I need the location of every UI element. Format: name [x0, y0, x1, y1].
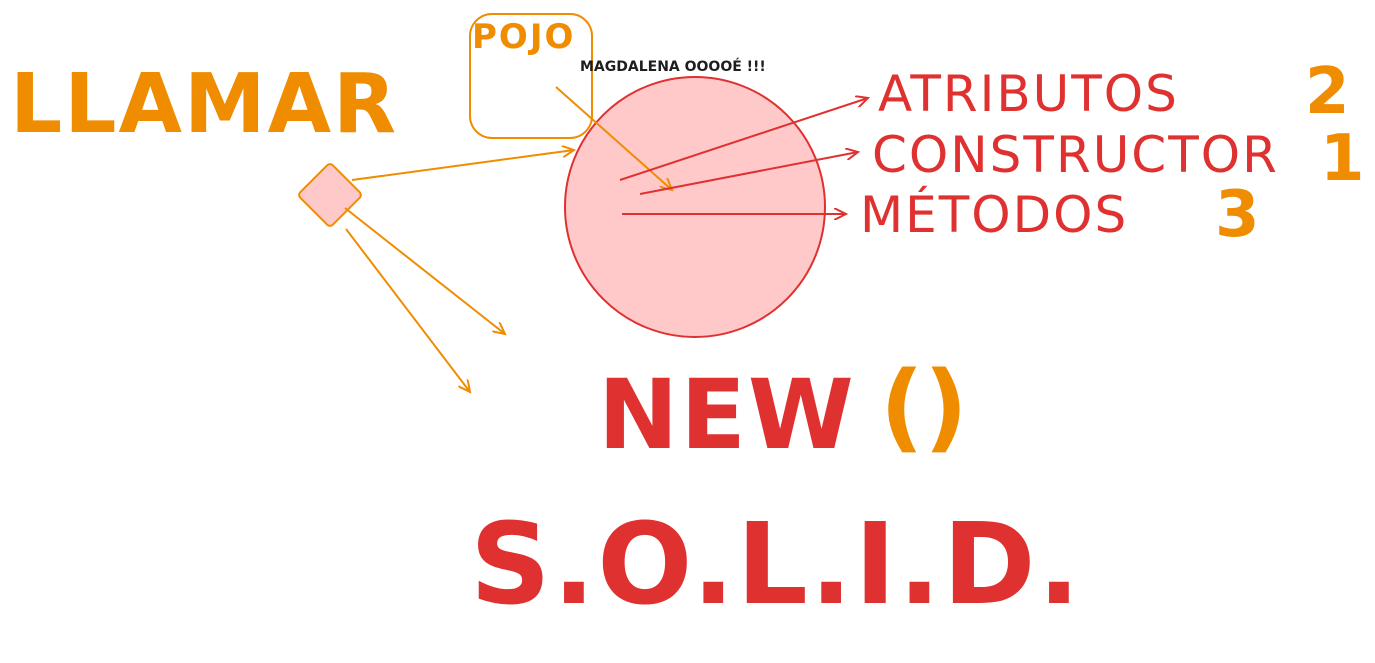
call-diamond[interactable] [297, 162, 362, 227]
solid-label: S.O.L.I.D. [470, 500, 1082, 630]
object-circle[interactable] [564, 76, 826, 338]
new-parens: () [880, 351, 968, 463]
pojo-box[interactable] [469, 13, 593, 139]
arrow-diamond-down [345, 228, 470, 392]
metodos-label: MÉTODOS [860, 185, 1128, 244]
constructor-label: CONSTRUCTOR [872, 126, 1279, 184]
arrow-to-atributos [619, 98, 868, 181]
atributos-label: ATRIBUTOS [878, 65, 1179, 123]
arrow-to-constructor [639, 152, 858, 195]
new-label: NEW [598, 359, 856, 471]
arrow-diamond-down-right [344, 207, 505, 334]
arrow-pojo-to-circle [555, 86, 672, 190]
pojo-label: POJO [472, 17, 575, 57]
atributos-count: 2 [1305, 55, 1350, 129]
arrow-diamond-to-circle [351, 150, 574, 181]
metodos-count: 3 [1215, 178, 1260, 252]
magdalena-note: MAGDALENA OOOOÉ !!! [580, 58, 766, 75]
llamar-label: LLAMAR [10, 57, 398, 152]
constructor-count: 1 [1320, 122, 1365, 196]
